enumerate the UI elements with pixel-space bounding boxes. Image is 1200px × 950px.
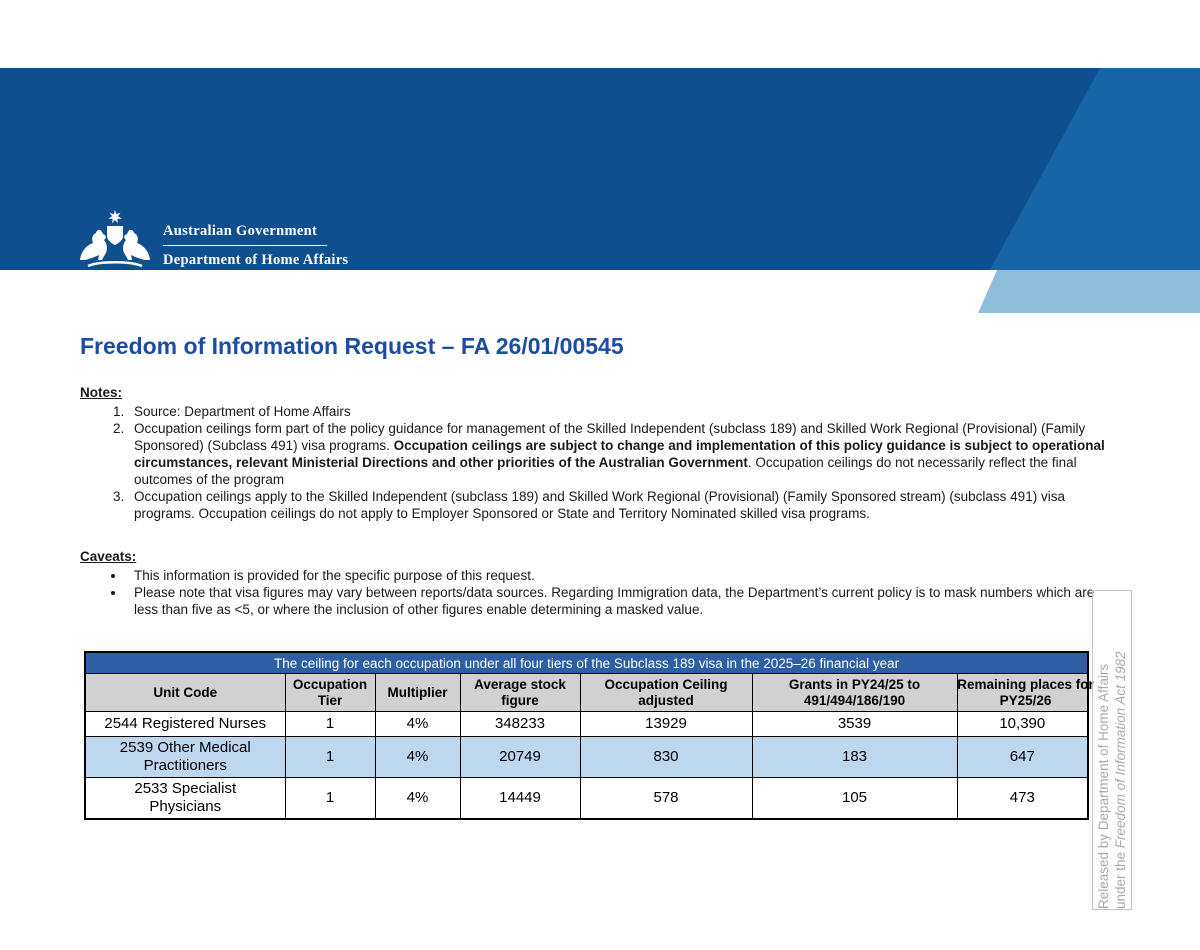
foi-release-watermark-text: Released by Department of Home Affairs u… [1095,591,1129,909]
note-item-1: Source: Department of Home Affairs [128,403,1128,420]
column-header-average-stock: Average stock figure [459,673,581,712]
table-row-other-medical-practitioners: 2539 Other Medical Practitioners 1 4% 20… [84,736,1089,778]
caveat-item-2-text: Please note that visa figures may vary b… [134,585,1095,617]
table-cell: 647 [956,736,1089,778]
column-header-remaining-places: Remaining places for PY25/26 [956,673,1094,712]
table-cell: 578 [579,777,753,820]
column-header-grants: Grants in PY24/25 to 491/494/186/190 [751,673,958,712]
table-title-row: The ceiling for each occupation under al… [84,651,1089,674]
column-header-remaining-places-text: Remaining places for PY25/26 [957,676,1094,708]
note-item-3-text: Occupation ceilings apply to the Skilled… [134,489,1065,521]
agency-divider [163,245,327,246]
table-cell: 1 [284,777,376,820]
table-cell: 4% [374,777,461,820]
note-item-3: Occupation ceilings apply to the Skilled… [128,488,1128,522]
table-header-row: Unit Code Occupation Tier Multiplier Ave… [84,673,1094,712]
column-header-ceiling-adjusted: Occupation Ceiling adjusted [579,673,753,712]
table-cell: 1 [284,711,376,737]
table-cell: 2544 Registered Nurses [84,711,286,737]
table-cell: 4% [374,736,461,778]
occupation-ceiling-table: The ceiling for each occupation under al… [84,651,1094,820]
caveat-item-2: Please note that visa figures may vary b… [126,584,1118,618]
table-cell: 1 [284,736,376,778]
table-cell: 473 [956,777,1089,820]
note-item-2-post-text: . Occupation ceilings do not necessarily… [134,455,1077,487]
table-cell: 4% [374,711,461,737]
table-row-registered-nurses: 2544 Registered Nurses 1 4% 348233 13929… [84,711,1089,737]
australian-coat-of-arms-icon [80,210,150,268]
caveats-heading: Caveats: [80,549,137,564]
table-cell: 105 [751,777,958,820]
foi-release-watermark: Released by Department of Home Affairs u… [1092,590,1132,910]
agency-line2: Department of Home Affairs [163,252,349,268]
banner-lightblue-band [978,270,1200,313]
agency-title-block: Australian Government Department of Home… [163,223,348,269]
watermark-line1: Released by Department of Home Affairs [1096,663,1111,909]
header-banner: Australian Government Department of Home… [0,68,1200,270]
notes-list: Source: Department of Home Affairs Occup… [80,403,1128,522]
page-title: Freedom of Information Request – FA 26/0… [80,333,624,359]
table-cell: 348233 [459,711,581,737]
unit-code-text: 2544 Registered Nurses [104,715,267,732]
table-title: The ceiling for each occupation under al… [84,651,1089,674]
note-item-2-text: Occupation ceilings form part of the pol… [134,421,1086,453]
caveat-item-1: This information is provided for the spe… [126,567,1118,584]
column-header-unit-code: Unit Code [84,673,286,712]
table-cell: 183 [751,736,958,778]
column-header-multiplier: Multiplier [374,673,461,712]
column-header-occupation-tier: Occupation Tier [284,673,376,712]
table-cell: 830 [579,736,753,778]
table-cell: 2539 Other Medical Practitioners [84,736,286,778]
watermark-line2-prefix: under the [1113,848,1128,909]
note-item-1-text: Source: Department of Home Affairs [134,404,351,419]
caveat-item-1-text: This information is provided for the spe… [134,568,535,583]
watermark-line2: under the Freedom of Information Act 198… [1112,591,1129,909]
agency-line1: Australian Government [163,223,318,239]
table-cell: 20749 [459,736,581,778]
table-cell: 2533 Specialist Physicians [84,777,286,820]
table-cell: 3539 [751,711,958,737]
note-item-2-bold-text: Occupation ceilings are subject to chang… [134,438,1105,470]
unit-code-text: 2533 Specialist Physicians [134,780,237,815]
notes-section: Notes: Source: Department of Home Affair… [80,384,1128,522]
notes-heading: Notes: [80,385,123,400]
table-cell: 14449 [459,777,581,820]
note-item-2: Occupation ceilings form part of the pol… [128,420,1128,488]
unit-code-text: 2539 Other Medical Practitioners [119,739,251,774]
table-cell: 13929 [579,711,753,737]
caveats-list: This information is provided for the spe… [80,567,1118,618]
table-cell: 10,390 [956,711,1089,737]
watermark-line2-act-title: Freedom of Information Act 1982 [1113,651,1128,849]
table-row-specialist-physicians: 2533 Specialist Physicians 1 4% 14449 57… [84,777,1089,820]
caveats-section: Caveats: This information is provided fo… [80,548,1118,618]
